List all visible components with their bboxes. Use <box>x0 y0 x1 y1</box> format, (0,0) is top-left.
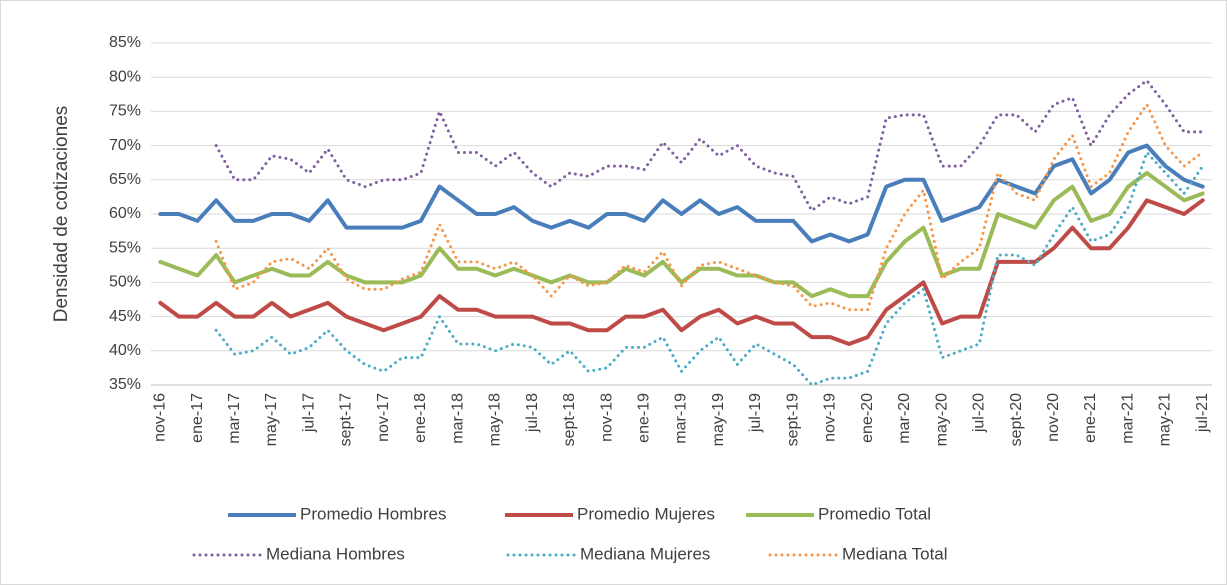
y-tick-label: 50% <box>109 274 141 291</box>
legend-label: Promedio Hombres <box>300 504 446 523</box>
y-tick-label: 35% <box>109 376 141 393</box>
x-tick-label: ene-21 <box>1082 393 1099 443</box>
series-line <box>214 79 1205 213</box>
series-line <box>214 103 1205 312</box>
legend-label: Mediana Mujeres <box>580 544 710 563</box>
y-tick-label: 55% <box>109 239 141 256</box>
y-tick-label: 80% <box>109 68 141 85</box>
y-tick-label: 40% <box>109 342 141 359</box>
x-tick-label: may-21 <box>1157 393 1174 446</box>
series-line <box>158 143 1205 244</box>
legend-label: Mediana Hombres <box>266 544 405 563</box>
x-tick-label: mar-20 <box>896 393 913 444</box>
x-tick-label: ene-20 <box>859 393 876 443</box>
x-tick-label: mar-18 <box>449 393 466 444</box>
x-tick-label: may-18 <box>487 393 504 446</box>
x-tick-label: ene-18 <box>412 393 429 443</box>
x-tick-label: may-17 <box>263 393 280 446</box>
legend-label: Mediana Total <box>842 544 948 563</box>
series-line <box>214 150 1205 387</box>
x-tick-label: ene-17 <box>189 393 206 443</box>
y-tick-label: 65% <box>109 171 141 188</box>
y-tick-label: 60% <box>109 205 141 222</box>
y-axis-title: Densidad de cotizaciones <box>51 106 72 323</box>
x-tick-label: mar-17 <box>226 393 243 444</box>
y-tick-label: 70% <box>109 137 141 154</box>
x-tick-label: nov-16 <box>152 393 169 442</box>
x-tick-label: may-20 <box>933 393 950 446</box>
x-tick-label: mar-21 <box>1119 393 1136 444</box>
x-tick-label: nov-19 <box>822 393 839 442</box>
x-tick-label: nov-17 <box>375 393 392 442</box>
x-tick-label: jul-18 <box>524 393 541 433</box>
y-tick-label: 75% <box>109 103 141 120</box>
x-tick-label: mar-19 <box>673 393 690 444</box>
x-tick-label: nov-20 <box>1045 393 1062 442</box>
x-tick-label: sept-19 <box>784 393 801 446</box>
x-tick-label: ene-19 <box>635 393 652 443</box>
y-tick-label: 45% <box>109 308 141 325</box>
x-tick-label: jul-17 <box>300 393 317 433</box>
x-tick-label: jul-19 <box>747 393 764 433</box>
legend-label: Promedio Mujeres <box>577 504 715 523</box>
x-tick-label: nov-18 <box>598 393 615 442</box>
x-tick-label: sept-20 <box>1008 393 1025 446</box>
x-tick-label: jul-20 <box>971 393 988 433</box>
x-tick-label: sept-17 <box>338 393 355 446</box>
legend-label: Promedio Total <box>818 504 931 523</box>
x-tick-label: may-19 <box>710 393 727 446</box>
x-tick-label: jul-21 <box>1194 393 1211 433</box>
y-tick-label: 85% <box>109 34 141 51</box>
series-line <box>158 170 1205 299</box>
x-tick-label: sept-18 <box>561 393 578 446</box>
